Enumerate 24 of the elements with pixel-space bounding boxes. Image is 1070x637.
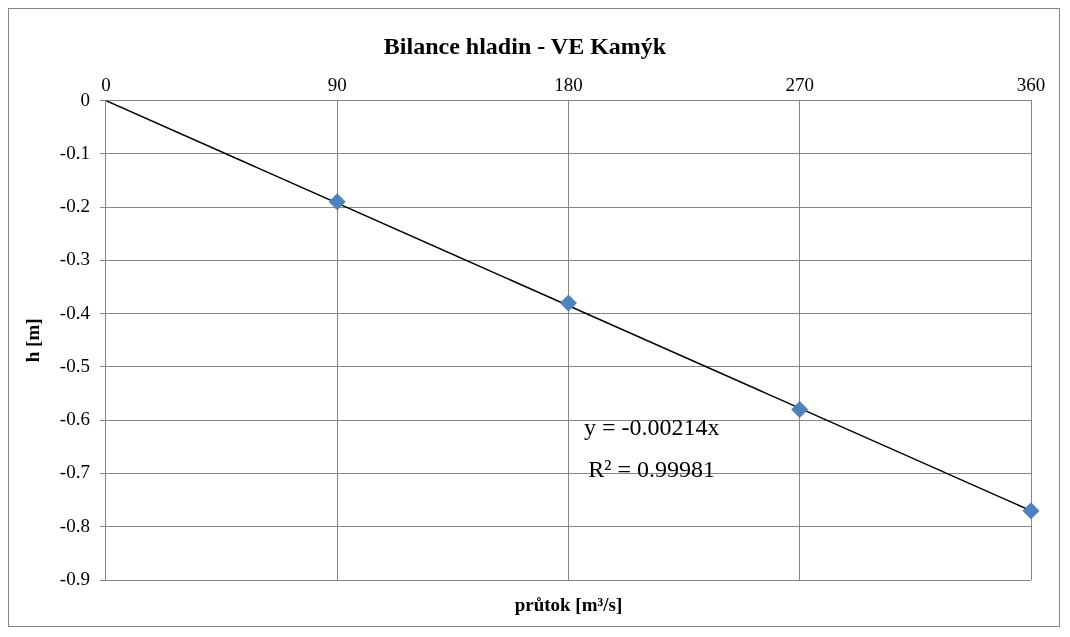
y-tick-label: -0.6 <box>59 408 90 430</box>
y-tick-label: -0.8 <box>59 514 90 536</box>
y-tick-label: -0.7 <box>59 461 90 483</box>
y-tick-label: -0.9 <box>59 567 90 589</box>
y-tick-label: -0.3 <box>59 248 90 270</box>
chart-title: Bilance hladin - VE Kamýk <box>383 32 667 59</box>
y-tick-label: -0.4 <box>59 301 91 323</box>
annotation: y = -0.00214x <box>583 414 720 441</box>
point <box>328 193 346 211</box>
y-axis-title: h [m] <box>22 318 44 363</box>
point <box>559 294 577 312</box>
y-tick-label: -0.2 <box>59 195 90 217</box>
x-tick-label: 90 <box>327 74 347 96</box>
x-tick-label: 270 <box>785 74 814 96</box>
y-tick-label: -0.1 <box>59 141 90 163</box>
x-tick-label: 180 <box>554 74 583 96</box>
y-tick-label: -0.5 <box>59 354 90 376</box>
x-axis-title: průtok [m³/s] <box>514 593 623 615</box>
x-tick-label: 0 <box>101 74 111 96</box>
annotation: R² = 0.99981 <box>588 455 716 482</box>
point <box>1022 502 1040 520</box>
x-tick-label: 360 <box>1016 74 1046 96</box>
point <box>791 401 809 419</box>
y-tick-label: 0 <box>80 88 90 110</box>
